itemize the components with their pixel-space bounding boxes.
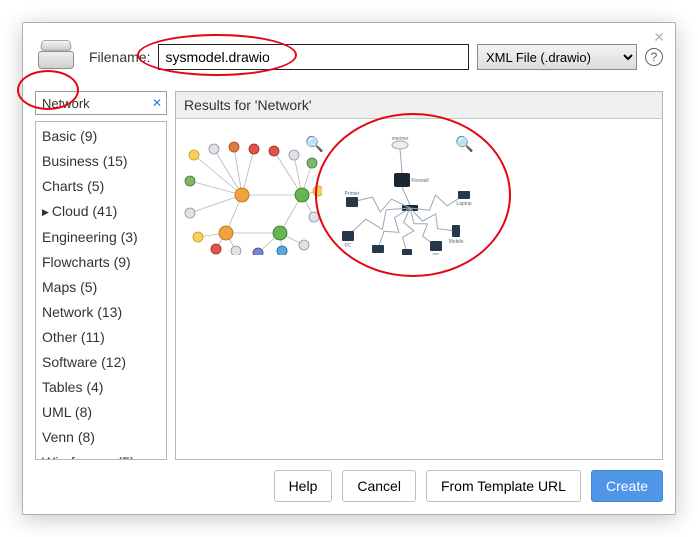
category-item[interactable]: ▶Cloud (41) bbox=[42, 199, 166, 225]
svg-text:PC: PC bbox=[433, 253, 440, 255]
filename-label: Filename: bbox=[89, 49, 150, 65]
category-item[interactable]: Engineering (3) bbox=[42, 225, 166, 250]
category-list[interactable]: Basic (9)Business (15)Charts (5)▶Cloud (… bbox=[35, 121, 167, 460]
category-item[interactable]: Flowcharts (9) bbox=[42, 250, 166, 275]
filename-input[interactable] bbox=[158, 44, 469, 70]
category-item[interactable]: Wireframes (5) bbox=[42, 450, 166, 460]
svg-text:Firewall: Firewall bbox=[411, 178, 428, 184]
help-icon[interactable]: ? bbox=[645, 48, 663, 66]
category-item[interactable]: Tables (4) bbox=[42, 375, 166, 400]
category-item[interactable]: Venn (8) bbox=[42, 425, 166, 450]
category-item[interactable]: Other (11) bbox=[42, 325, 166, 350]
template-thumbnail[interactable]: 🔍 bbox=[182, 137, 322, 255]
svg-text:PC: PC bbox=[345, 243, 352, 249]
clear-search-icon[interactable]: ✕ bbox=[152, 96, 162, 110]
disk-icon bbox=[35, 37, 77, 77]
filetype-select[interactable]: XML File (.drawio) bbox=[477, 44, 637, 70]
help-button[interactable]: Help bbox=[274, 470, 333, 502]
magnify-icon[interactable]: 🔍 bbox=[305, 135, 324, 153]
category-item[interactable]: Charts (5) bbox=[42, 174, 166, 199]
category-item[interactable]: UML (8) bbox=[42, 400, 166, 425]
category-item[interactable]: Business (15) bbox=[42, 149, 166, 174]
results-body: 🔍🔍InternetFirewallPCLaptopTabletPCMobile… bbox=[176, 119, 662, 459]
results-panel: Results for 'Network' 🔍 🔍 Internet Firewall… bbox=[175, 91, 663, 460]
svg-text:Internet: Internet bbox=[392, 137, 410, 142]
close-icon[interactable]: ✕ bbox=[653, 29, 665, 46]
svg-text:Laptop: Laptop bbox=[456, 201, 472, 207]
category-item[interactable]: Maps (5) bbox=[42, 275, 166, 300]
template-thumbnail[interactable]: 🔍InternetFirewallPCLaptopTabletPCMobileL… bbox=[332, 137, 472, 255]
category-item[interactable]: Software (12) bbox=[42, 350, 166, 375]
button-row: Help Cancel From Template URL Create bbox=[35, 460, 663, 502]
svg-text:Mobile: Mobile bbox=[449, 239, 464, 245]
create-button[interactable]: Create bbox=[591, 470, 663, 502]
main-row: Network ✕ Basic (9)Business (15)Charts (… bbox=[35, 91, 663, 460]
magnify-icon[interactable]: 🔍 bbox=[455, 135, 474, 153]
file-row: Filename: XML File (.drawio) ? bbox=[35, 33, 663, 91]
new-diagram-dialog: ✕ Filename: XML File (.drawio) ? Network… bbox=[22, 22, 676, 515]
results-heading: Results for 'Network' bbox=[176, 92, 662, 119]
from-template-url-button[interactable]: From Template URL bbox=[426, 470, 581, 502]
svg-text:Printer: Printer bbox=[345, 191, 360, 197]
category-item[interactable]: Network (13) bbox=[42, 300, 166, 325]
sidebar: Network ✕ Basic (9)Business (15)Charts (… bbox=[35, 91, 167, 460]
cancel-button[interactable]: Cancel bbox=[342, 470, 416, 502]
search-input[interactable]: Network ✕ bbox=[35, 91, 167, 115]
category-item[interactable]: Basic (9) bbox=[42, 124, 166, 149]
search-value: Network bbox=[42, 96, 90, 111]
